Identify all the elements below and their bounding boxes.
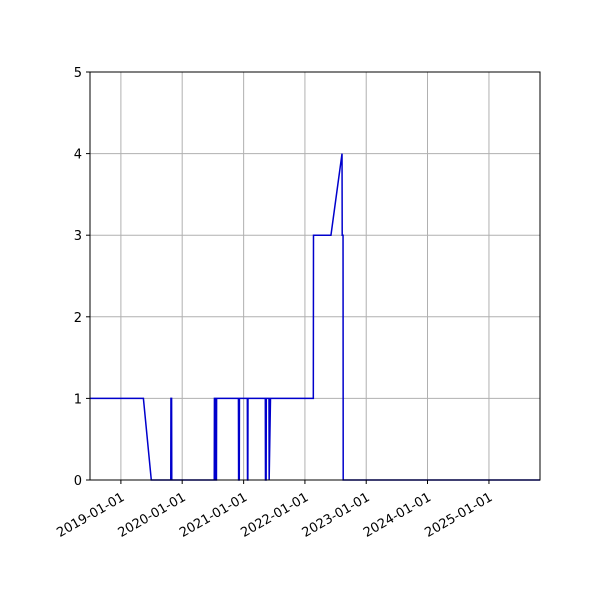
x-axis: 2019-01-012020-01-012021-01-012022-01-01… xyxy=(54,480,495,541)
y-tick-label: 4 xyxy=(74,148,82,163)
y-tick-label: 5 xyxy=(74,66,82,81)
series-line xyxy=(90,153,540,481)
series-layer xyxy=(90,153,540,481)
y-axis: 0 1 2 3 4 5 xyxy=(74,66,90,489)
plot-frame xyxy=(89,71,541,481)
y-tick-label: 3 xyxy=(74,229,82,244)
x-tick-label: 2025-01-01 xyxy=(422,490,495,541)
x-tick-label: 2023-01-01 xyxy=(300,490,373,541)
x-tick-label: 2022-01-01 xyxy=(238,490,311,541)
y-tick-label: 0 xyxy=(74,474,82,489)
x-tick-label: 2020-01-01 xyxy=(116,490,189,541)
y-tick-label: 1 xyxy=(74,392,82,407)
x-tick-label: 2024-01-01 xyxy=(361,490,434,541)
x-tick-label: 2019-01-01 xyxy=(54,490,127,541)
x-tick-label: 2021-01-01 xyxy=(177,490,250,541)
y-tick-label: 2 xyxy=(74,311,82,326)
grid xyxy=(90,72,540,480)
